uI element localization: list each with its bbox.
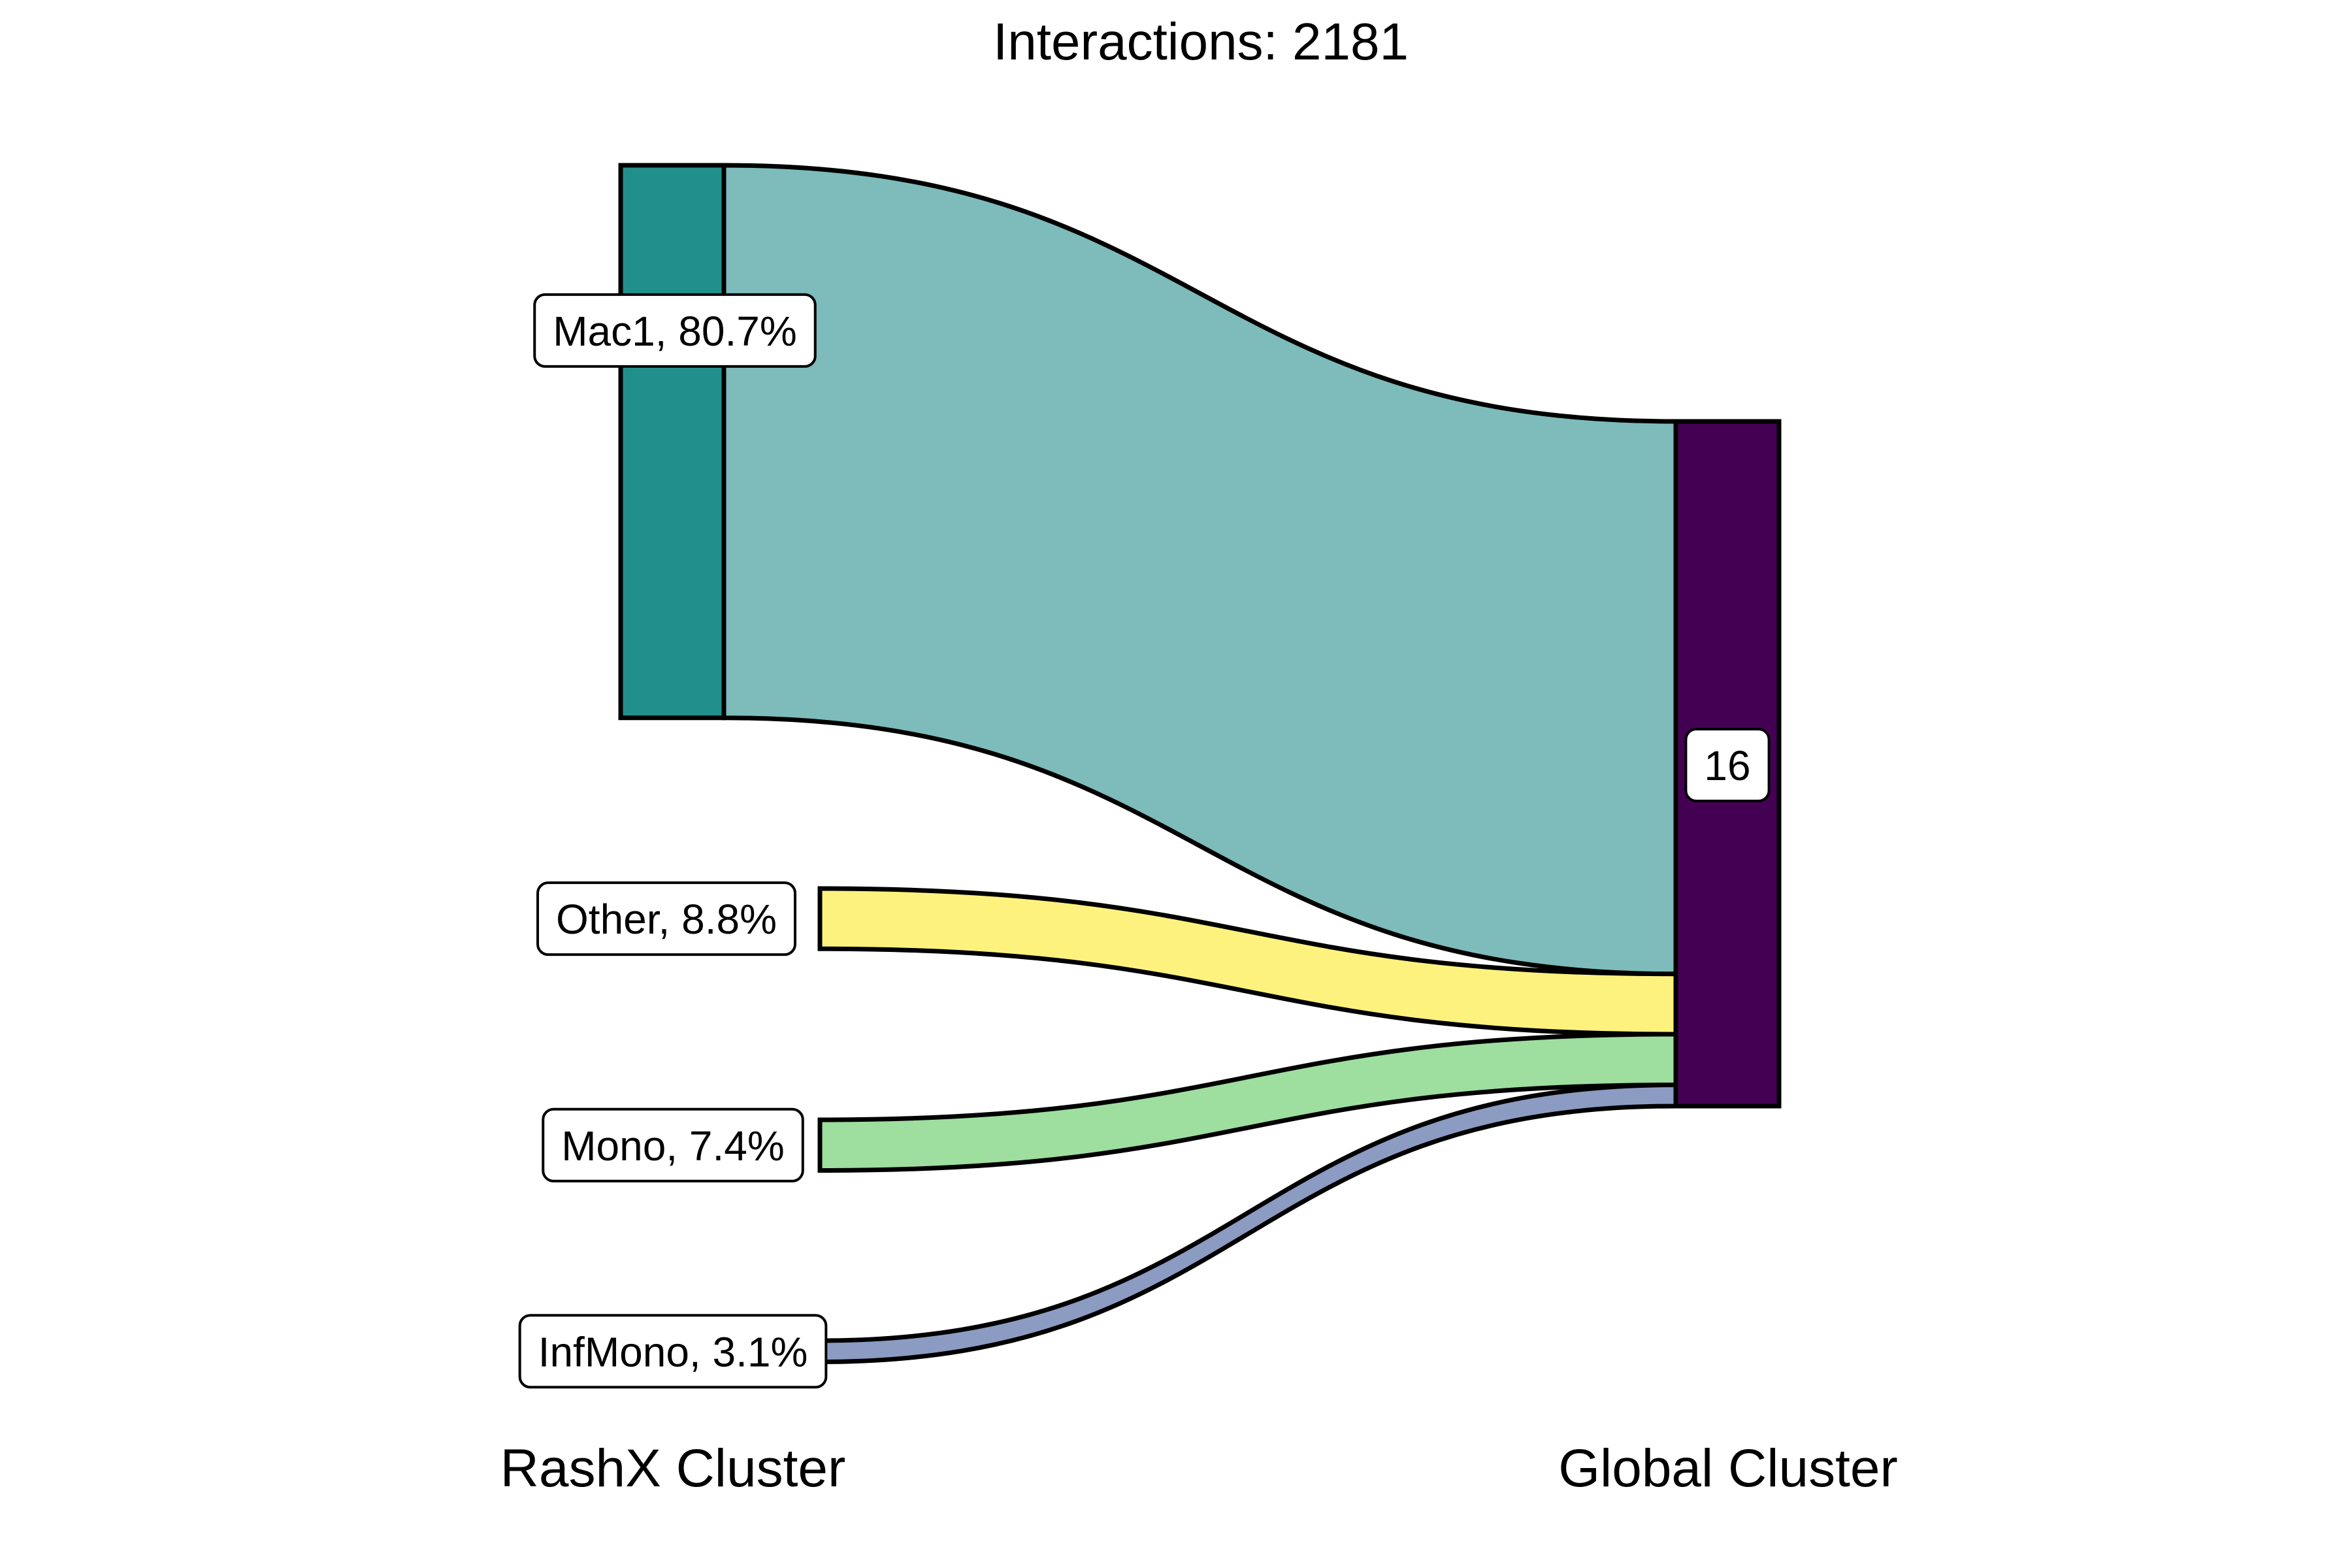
node-mac1 [618,163,727,721]
label-infmono-box [518,1314,828,1389]
label-target-16-text: 16 [1704,742,1750,789]
axis-label-right: Global Cluster [1558,1439,1898,1498]
label-infmono-text: InfMono, 3.1% [538,1328,808,1375]
label-other-box [536,881,796,956]
flows-layer [721,163,1678,1364]
label-infmono: InfMono, 3.1% [518,1314,828,1389]
label-mono-text: Mono, 7.4% [561,1122,785,1169]
label-target-16-box [1684,728,1771,802]
flow-mac1 [721,163,1678,977]
label-mac1-text: Mac1, 80.7% [553,308,797,355]
label-target-16: 16 [1684,728,1771,802]
label-mono-box [542,1107,804,1183]
labels-layer: Mac1, 80.7% Other, 8.8% Mono, 7.4% InfMono,… [518,293,1771,1389]
chart-title: Interactions: 2181 [993,12,1409,71]
label-other-text: Other, 8.8% [556,896,777,943]
label-other: Other, 8.8% [536,881,796,956]
label-mac1: Mac1, 80.7% [533,293,817,368]
label-mono: Mono, 7.4% [542,1107,804,1183]
label-mac1-box [533,293,817,368]
axis-label-left: RashX Cluster [500,1439,846,1498]
